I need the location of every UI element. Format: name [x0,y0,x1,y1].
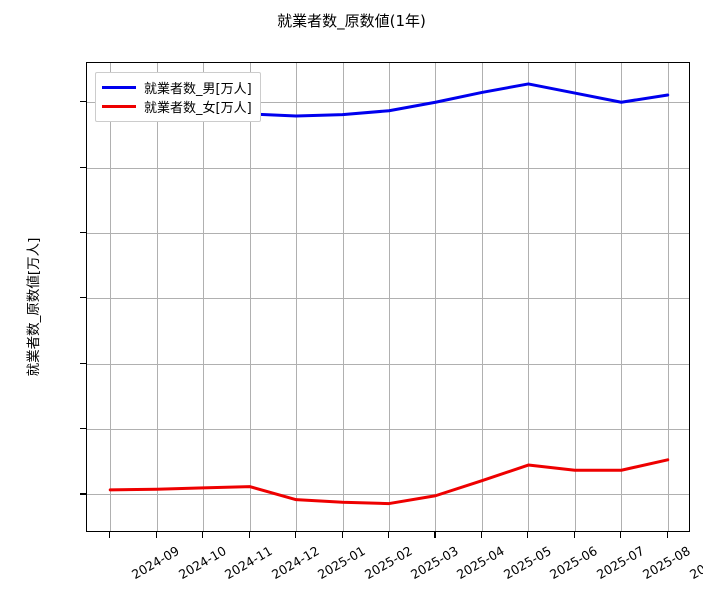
y-axis-tick-mark [80,428,86,430]
gridline-vertical [249,63,251,531]
legend-item-label: 就業者数_女[万人] [144,101,252,116]
x-axis-tick-mark [620,532,622,538]
series-lines [108,82,670,506]
legend-color-swatch [102,86,136,89]
x-axis-tick-label: 2025-01 [315,543,368,583]
gridline-vertical [296,63,298,531]
x-axis-tick-mark [388,532,390,538]
x-axis-tick-mark [202,532,204,538]
y-axis-tick-mark [80,297,86,299]
gridline-horizontal [87,429,689,431]
gridline-vertical [389,63,390,531]
gridline-vertical [110,63,112,531]
gridline-vertical [156,63,158,531]
x-axis-tick-label: 2025-08 [640,543,694,583]
y-axis-tick-mark [80,362,86,364]
legend-item: 就業者数_女[万人] [102,97,252,116]
x-axis-tick-label: 2025-06 [547,543,601,583]
x-axis-tick-label: 2025-03 [407,543,461,583]
gridline-horizontal [87,298,689,300]
x-axis-tick-label: 2025-07 [593,543,647,583]
x-axis-tick-label: 2024-12 [268,543,322,583]
gridline-horizontal [87,363,689,365]
gridline-vertical [528,63,530,531]
legend-item-label: 就業者数_男[万人] [144,82,252,97]
x-axis-tick-mark [155,532,157,538]
series-line-2 [108,458,670,506]
gridline-vertical [574,63,576,531]
x-axis-tick-mark [573,532,575,538]
gridline-vertical [435,63,437,531]
gridline-vertical [667,63,669,531]
gridline-horizontal [87,232,689,234]
x-axis-tick-label: 2025-04 [454,543,508,583]
x-axis-tick-mark [480,532,483,538]
x-axis-tick-mark [109,532,111,538]
legend-color-swatch [102,105,136,108]
chart-legend: 就業者数_男[万人] 就業者数_女[万人] [95,72,261,122]
gridline-vertical [342,63,344,531]
x-axis-tick-label: 2024-11 [222,543,275,583]
gridline-vertical [621,63,623,531]
x-axis-tick-mark [295,532,297,538]
x-axis-tick-mark [434,532,436,538]
x-axis-tick-mark [341,532,343,538]
page-title: 就業者数_原数値(1年) [277,12,426,30]
x-axis-tick-label: 2024-10 [175,543,229,583]
gridline-vertical [203,63,205,531]
x-axis-tick-label: 2024-09 [129,543,182,583]
x-axis-tick-label: 2025-02 [361,543,415,583]
gridline-horizontal [87,494,689,496]
y-axis-tick-mark [80,166,86,168]
x-axis-tick-mark [248,532,250,538]
x-axis-tick-mark [666,532,668,538]
plot-area [86,62,690,532]
gridline-horizontal [87,167,689,169]
y-axis-label: 就業者数_原数値[万人] [26,237,42,377]
y-axis-tick-mark [80,493,86,495]
legend-item: 就業者数_男[万人] [102,78,252,97]
x-axis-tick-label: 2025-05 [500,543,554,583]
y-axis-tick-mark [80,231,86,234]
gridline-horizontal [87,102,689,104]
x-axis-tick-mark [527,532,529,538]
y-axis-tick-mark [80,101,86,103]
gridline-vertical [481,63,483,531]
